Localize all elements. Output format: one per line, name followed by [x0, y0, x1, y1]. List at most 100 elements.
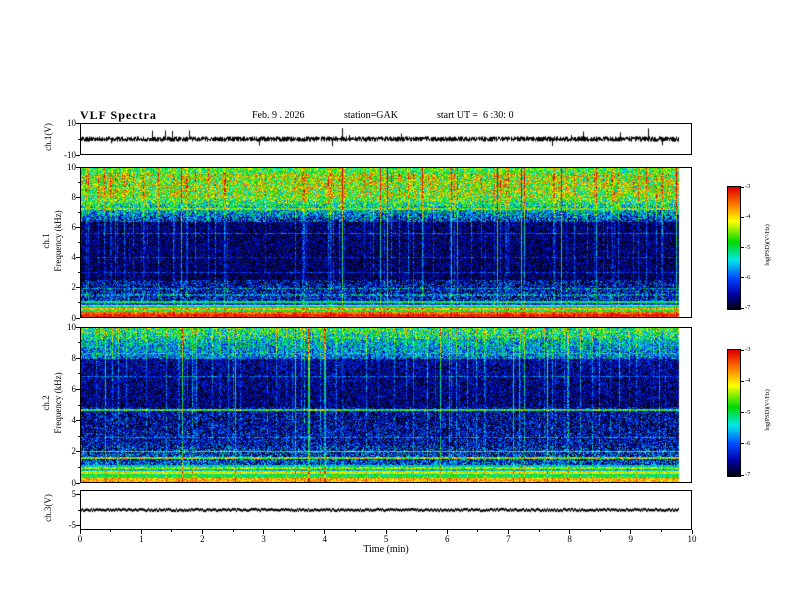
- y-tick-label: -5: [68, 519, 77, 530]
- x-tick-label: 4: [322, 534, 328, 544]
- y-tick-label: 5: [71, 489, 77, 500]
- colorbar-tick-label: -3: [745, 346, 751, 353]
- ch1-waveform-panel: [80, 123, 692, 155]
- ch3-waveform-panel: [80, 490, 692, 530]
- ch3-waveform-canvas: [81, 491, 691, 529]
- colorbar-tick-mark: [741, 412, 744, 413]
- y-tick-mark: [76, 420, 80, 422]
- x-minor-tick-mark: [171, 530, 173, 532]
- spec1-row-label: ch.1: [41, 233, 51, 249]
- x-tick-label: 9: [628, 534, 634, 544]
- y-tick-label: 2: [71, 446, 77, 457]
- y-tick-mark: [76, 226, 80, 228]
- spec2-row-label: ch.2: [41, 395, 51, 411]
- x-tick-label: 2: [200, 534, 205, 544]
- spec2-frequency-ylabel: Frequency (kHz): [53, 372, 63, 434]
- x-tick-label: 3: [261, 534, 266, 544]
- x-tick-mark: [446, 530, 448, 534]
- y-tick-mark: [76, 388, 80, 390]
- x-tick-label: 10: [687, 534, 697, 544]
- y-tick-mark: [76, 317, 80, 319]
- x-minor-tick-mark: [232, 530, 234, 532]
- colorbar-tick-mark: [741, 277, 744, 279]
- ch1-spectrogram-panel: [80, 167, 692, 318]
- y-tick-mark: [76, 524, 80, 526]
- x-tick-mark: [507, 530, 509, 534]
- colorbar-1-gradient: [728, 187, 740, 309]
- y-tick-mark: [76, 122, 80, 124]
- x-minor-tick-mark: [110, 530, 112, 532]
- colorbar-tick-label: -6: [745, 273, 751, 281]
- x-tick-mark: [569, 530, 571, 534]
- colorbar-tick-mark: [741, 349, 744, 351]
- x-tick-mark: [263, 530, 265, 534]
- y-minor-tick-mark: [78, 211, 80, 213]
- y-tick-mark: [76, 482, 80, 484]
- x-tick-mark: [324, 530, 326, 534]
- y-minor-tick-mark: [78, 272, 80, 274]
- x-tick-mark: [385, 530, 387, 534]
- x-tick-label: 8: [567, 534, 572, 544]
- y-tick-label: 4: [71, 415, 77, 426]
- x-minor-tick-mark: [538, 530, 540, 532]
- colorbar-2-label: log(PSD)(V²/Hz): [765, 389, 771, 431]
- colorbar-tick-label: -7: [745, 304, 751, 311]
- ch3-waveform-ylabel: ch.3(V): [43, 494, 53, 522]
- x-tick-label: 7: [506, 534, 511, 544]
- x-tick-mark: [630, 530, 632, 534]
- x-tick-label: 1: [138, 534, 144, 544]
- colorbar-tick-label: -5: [745, 408, 751, 416]
- x-tick-label: 0: [77, 534, 83, 544]
- y-tick-label: 10: [67, 161, 76, 172]
- colorbar-tick-mark: [741, 474, 744, 476]
- ch1-spectrogram-canvas: [81, 168, 691, 317]
- colorbar-tick-label: -6: [745, 439, 751, 447]
- colorbar-tick-mark: [741, 380, 744, 382]
- x-tick-mark: [79, 530, 81, 534]
- start-ut-label: start UT = 6 :30: 0: [437, 110, 514, 121]
- x-minor-tick-mark: [293, 530, 295, 532]
- y-tick-label: 10: [67, 117, 76, 128]
- y-minor-tick-mark: [78, 509, 80, 511]
- x-minor-tick-mark: [416, 530, 418, 532]
- figure-title: VLF Spectra: [80, 108, 157, 122]
- x-tick-label: 6: [444, 534, 450, 544]
- y-minor-tick-mark: [78, 302, 80, 304]
- colorbar-1-label: log(PSD)(V²/Hz): [765, 224, 771, 266]
- colorbar-tick-label: -3: [745, 183, 751, 190]
- y-tick-label: -10: [64, 149, 76, 160]
- y-minor-tick-mark: [78, 138, 80, 140]
- y-tick-label: 8: [71, 352, 77, 363]
- colorbar-2-gradient: [728, 350, 740, 476]
- colorbar-tick-label: -5: [745, 243, 751, 251]
- y-tick-mark: [76, 357, 80, 359]
- y-tick-mark: [76, 166, 80, 168]
- y-tick-label: 4: [71, 252, 77, 263]
- y-tick-mark: [76, 257, 80, 259]
- y-minor-tick-mark: [78, 466, 80, 468]
- x-minor-tick-mark: [660, 530, 662, 532]
- y-minor-tick-mark: [78, 404, 80, 406]
- x-tick-mark: [140, 530, 142, 534]
- y-minor-tick-mark: [78, 435, 80, 437]
- colorbar-tick-mark: [741, 186, 744, 188]
- ch1-waveform-canvas: [81, 124, 691, 154]
- x-tick-mark: [691, 530, 693, 534]
- x-tick-mark: [201, 530, 203, 534]
- y-minor-tick-mark: [78, 242, 80, 243]
- x-tick-label: 5: [383, 534, 389, 544]
- y-tick-label: 0: [71, 312, 77, 323]
- colorbar-tick-mark: [741, 247, 744, 248]
- y-tick-label: 6: [71, 221, 77, 232]
- colorbar-tick-label: -4: [745, 377, 751, 385]
- y-tick-mark: [76, 451, 80, 453]
- y-minor-tick-mark: [78, 373, 80, 375]
- ch2-spectrogram-canvas: [81, 328, 691, 482]
- y-tick-mark: [76, 287, 80, 289]
- colorbar-tick-label: -4: [745, 213, 751, 221]
- colorbar-1: [727, 186, 741, 310]
- colorbar-2: [727, 349, 741, 477]
- y-tick-label: 2: [71, 282, 77, 293]
- colorbar-tick-mark: [741, 216, 744, 218]
